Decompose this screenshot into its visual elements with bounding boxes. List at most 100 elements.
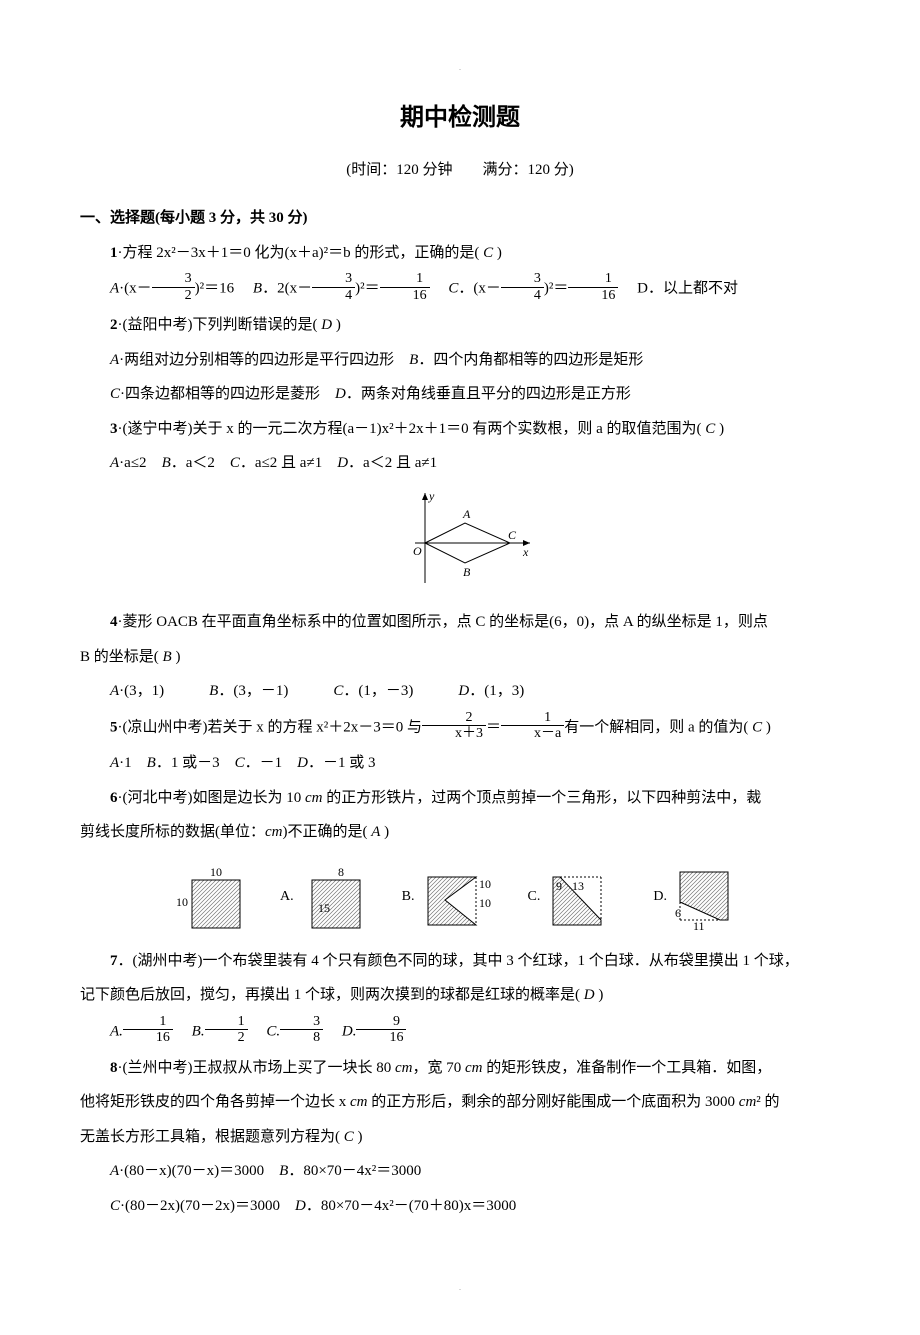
q8-c: ·(80－2x)(70－2x)＝3000 [120,1198,295,1214]
shape-A-svg: 8 15 [302,862,372,932]
question-5: 5·(凉山州中考)若关于 x 的方程 x²＋2x－3＝0 与2x＋3＝1x－a有… [80,712,840,744]
q5-D: D [297,755,308,771]
frac-den: x＋3 [422,726,486,741]
q2-c: ·四条边都相等的四边形是菱形 [120,386,335,402]
q8-text4: 他将矩形铁皮的四个角各剪掉一个边长 x [80,1094,350,1110]
q5-answer: C [752,719,762,735]
dim-left: 10 [176,895,188,909]
q1-optB-frac1: 34 [312,271,355,303]
shape-C: C. 9 13 [528,862,624,932]
q3-d: ．a＜2 且 a≠1 [348,455,437,471]
q2-a: ·两组对边分别相等的四边形是平行四边形 [119,352,409,368]
question-8: 8·(兰州中考)王叔叔从市场上买了一块长 80 cm，宽 70 cm 的矩形铁皮… [80,1054,840,1083]
q7-options: A.116 B.12 C.38 D.916 [80,1016,840,1048]
q8-text2: ，宽 70 [413,1060,466,1076]
q1-optA-t1: ·(x－ [119,281,152,297]
frac-den: 16 [356,1030,406,1045]
axis-x-label: x [522,545,529,559]
dim-l: 6 [675,906,681,920]
frac-den: 2 [152,288,195,303]
header-dot: . [80,60,840,75]
q4-D: D [458,683,469,699]
shape-A: A. 8 15 [280,862,372,932]
shape-D-svg: 6 11 [675,862,750,932]
dim-l: 9 [556,879,562,893]
q1-optB-t2: )²＝ [355,281,380,297]
frac-den: 16 [568,288,618,303]
q5-C: C [235,755,245,771]
q8-cm3: cm [350,1094,368,1110]
q5-d: ．－1 或 3 [308,755,376,771]
q2-line2: C·四条边都相等的四边形是菱形 D．两条对角线垂直且平分的四边形是正方形 [80,380,840,409]
q3-text: ·(遂宁中考)关于 x 的一元二次方程(a－1)x²＋2x＋1＝0 有两个实数根… [118,421,706,437]
q4-figure: y x O A B C [80,488,840,599]
q4-C: C [333,683,343,699]
q8-d: ．80×70－4x²－(70＋80)x＝3000 [306,1198,516,1214]
q2-d: ．两条对角线垂直且平分的四边形是正方形 [346,386,631,402]
point-B: B [463,565,471,579]
q8-text1: ·(兰州中考)王叔叔从市场上买了一块长 80 [118,1060,396,1076]
q4-c: ．(1，－3) [343,683,458,699]
rhombus-diagram: y x O A B C [385,488,535,588]
q6-num: 6 [110,790,118,806]
q1-answer: C [483,245,493,261]
point-C: C [508,528,517,542]
q3-c: ．a≤2 且 a≠1 [240,455,337,471]
q7-A: A. [110,1023,123,1039]
q6-end: ) [380,824,389,840]
question-3: 3·(遂宁中考)关于 x 的一元二次方程(a－1)x²＋2x＋1＝0 有两个实数… [80,415,840,444]
q4-B: B [209,683,218,699]
axis-y-label: y [428,489,435,503]
q3-num: 3 [110,421,118,437]
q4-b: ．(3，－1) [218,683,333,699]
dim-r: 13 [572,879,584,893]
q1-optC-t2: )²＝ [544,281,569,297]
section-1-heading: 一、选择题(每小题 3 分，共 30 分) [80,210,308,226]
q4-d: ．(1，3) [469,683,524,699]
q3-options: A·a≤2 B．a＜2 C．a≤2 且 a≠1 D．a＜2 且 a≠1 [80,449,840,478]
q4-end: ) [172,649,181,665]
q1-optC-frac2: 116 [568,271,618,303]
q3-a: ·a≤2 [119,455,161,471]
frac-num: 2 [422,710,486,726]
dim-top: 8 [338,865,344,879]
question-2: 2·(益阳中考)下列判断错误的是( D ) [80,311,840,340]
q7-end: ) [595,987,604,1003]
q1-text: ·方程 2x²－3x＋1＝0 化为(x＋a)²＝b 的形式，正确的是( [118,245,484,261]
q1-optC-t1: ．(x－ [458,281,501,297]
q8-answer: C [344,1129,354,1145]
q3-D: D [337,455,348,471]
q7-fracD: 916 [356,1014,406,1046]
shape-C-svg: 9 13 [548,862,623,932]
q7-text1: ．(湖州中考)一个布袋里装有 4 个只有颜色不同的球，其中 3 个红球，1 个白… [118,953,799,969]
q5-num: 5 [110,719,118,735]
q7-B: B. [177,1023,205,1039]
q8-text6: ² 的 [756,1094,779,1110]
q3-B: B [162,455,171,471]
point-O: O [413,544,422,558]
q5-b: ．1 或－3 [156,755,235,771]
q8-B: B [279,1163,288,1179]
q7-num: 7 [110,953,118,969]
point-A: A [462,507,471,521]
q7-D: D. [327,1023,357,1039]
q1-optD: D．以上都不对 [622,281,738,297]
q8-end: ) [354,1129,363,1145]
q2-A: A [110,352,119,368]
frac-num: 3 [312,271,355,287]
dim-r: 11 [693,919,705,932]
q4-answer: B [163,649,172,665]
page-subtitle: (时间：120 分钟 满分：120 分) [80,156,840,185]
q7-fracC: 38 [280,1014,323,1046]
q1-optB-label: B [253,281,262,297]
q1-optB-t1: ．2(x－ [262,281,312,297]
dim-top: 10 [479,877,491,891]
q6-cm1: cm [305,790,323,806]
q4-options: A·(3，1) B．(3，－1) C．(1，－3) D．(1，3) [80,677,840,706]
q3-b: ．a＜2 [171,455,230,471]
q8-cm4: cm [739,1094,757,1110]
shape-C-label: C. [528,884,541,911]
q2-b: ．四个内角都相等的四边形是矩形 [418,352,643,368]
q5-c: ．－1 [245,755,298,771]
frac-den: 4 [312,288,355,303]
